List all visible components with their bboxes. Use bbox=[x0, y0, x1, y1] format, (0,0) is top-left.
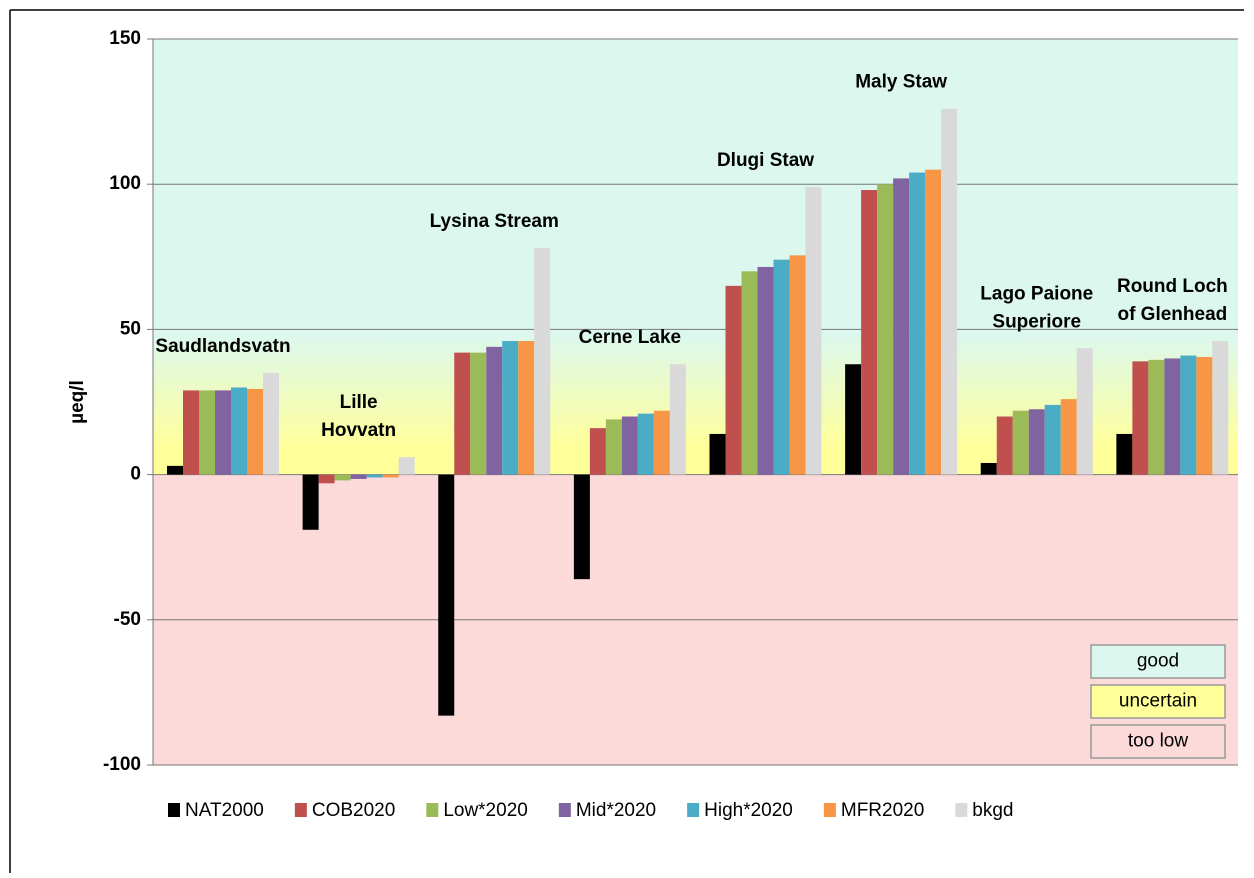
bar bbox=[534, 248, 551, 475]
bar bbox=[725, 285, 742, 475]
legend-label: bkgd bbox=[972, 800, 1013, 821]
bar bbox=[334, 474, 351, 481]
bar bbox=[669, 364, 686, 475]
bar bbox=[773, 259, 790, 475]
legend-label: High*2020 bbox=[704, 800, 793, 821]
category-label: Lysina Stream bbox=[430, 211, 559, 232]
bar bbox=[605, 419, 622, 475]
legend-swatch bbox=[687, 803, 700, 817]
category-label: Round Loch of Glenhead bbox=[1117, 276, 1228, 325]
bar bbox=[486, 346, 503, 475]
category-label: Lille Hovvatn bbox=[321, 392, 396, 441]
bar bbox=[1196, 356, 1213, 475]
bar bbox=[302, 474, 319, 530]
legend-label: NAT2000 bbox=[185, 800, 264, 821]
bar bbox=[1044, 404, 1061, 475]
y-tick-label: -50 bbox=[114, 609, 141, 630]
legend-label: Low*2020 bbox=[443, 800, 528, 821]
bar bbox=[653, 410, 670, 475]
bar bbox=[877, 184, 894, 475]
category-label: Lago Paione Superiore bbox=[980, 283, 1093, 332]
legend-swatch bbox=[294, 803, 307, 817]
bar bbox=[518, 341, 535, 475]
bar bbox=[263, 372, 279, 475]
zone-legend-box bbox=[1090, 724, 1226, 759]
bar bbox=[215, 390, 231, 475]
bar bbox=[805, 187, 822, 475]
category-label: Dlugi Staw bbox=[717, 150, 814, 171]
bar bbox=[1132, 361, 1149, 475]
bar bbox=[573, 474, 590, 580]
y-tick-label: 100 bbox=[109, 173, 141, 194]
bar bbox=[1076, 348, 1093, 475]
bar bbox=[1148, 359, 1165, 475]
bar bbox=[789, 255, 806, 475]
zone-legend-label: too low bbox=[1128, 731, 1188, 752]
y-tick-label: 150 bbox=[109, 28, 141, 49]
bar bbox=[709, 433, 726, 475]
bar bbox=[199, 390, 215, 475]
bar bbox=[502, 341, 519, 475]
bar bbox=[438, 474, 455, 716]
bar bbox=[167, 465, 183, 475]
bar bbox=[1212, 341, 1229, 475]
bar bbox=[454, 352, 471, 475]
zone-legend-label: good bbox=[1137, 651, 1179, 672]
bar bbox=[909, 172, 926, 475]
bar bbox=[757, 266, 774, 475]
zone-legend-box bbox=[1090, 684, 1226, 719]
legend-swatch bbox=[168, 803, 180, 817]
bar bbox=[980, 462, 997, 475]
bar bbox=[1060, 399, 1077, 475]
bar bbox=[366, 474, 383, 478]
legend-label: COB2020 bbox=[312, 800, 395, 821]
bar bbox=[1028, 409, 1045, 475]
y-tick-label: 0 bbox=[130, 464, 141, 485]
bar bbox=[589, 428, 606, 475]
bar bbox=[350, 474, 367, 479]
legend-swatch bbox=[558, 803, 571, 817]
bar bbox=[247, 388, 263, 475]
bar bbox=[183, 390, 199, 475]
category-label: Cerne Lake bbox=[579, 327, 681, 348]
bar bbox=[741, 271, 758, 475]
legend-swatch bbox=[823, 803, 836, 817]
bar bbox=[637, 413, 654, 475]
bar bbox=[941, 108, 958, 475]
zone-legend-label: uncertain bbox=[1119, 691, 1197, 712]
bar bbox=[398, 457, 415, 475]
category-label: Saudlandsvatn bbox=[155, 336, 290, 357]
y-tick-label: 50 bbox=[120, 318, 141, 339]
legend-swatch bbox=[426, 803, 439, 817]
bar bbox=[470, 352, 487, 475]
bar bbox=[621, 416, 638, 475]
legend-label: Mid*2020 bbox=[576, 800, 656, 821]
bar bbox=[996, 416, 1013, 475]
bar bbox=[231, 387, 247, 475]
bar bbox=[318, 474, 335, 484]
bar bbox=[861, 190, 878, 475]
category-label: Maly Staw bbox=[855, 72, 947, 93]
bar bbox=[925, 169, 942, 475]
bar bbox=[1012, 410, 1029, 475]
bar bbox=[1116, 433, 1133, 475]
bar bbox=[893, 178, 910, 475]
y-axis-label: µeq/l bbox=[67, 380, 88, 424]
zone-legend-box bbox=[1090, 644, 1226, 679]
legend-swatch bbox=[955, 803, 968, 817]
bar bbox=[845, 364, 862, 475]
bar bbox=[382, 474, 399, 478]
zone-upper bbox=[153, 39, 1238, 475]
y-tick-label: -100 bbox=[103, 754, 141, 775]
bar bbox=[1180, 355, 1197, 475]
bar bbox=[1164, 358, 1181, 475]
legend-label: MFR2020 bbox=[841, 800, 924, 821]
